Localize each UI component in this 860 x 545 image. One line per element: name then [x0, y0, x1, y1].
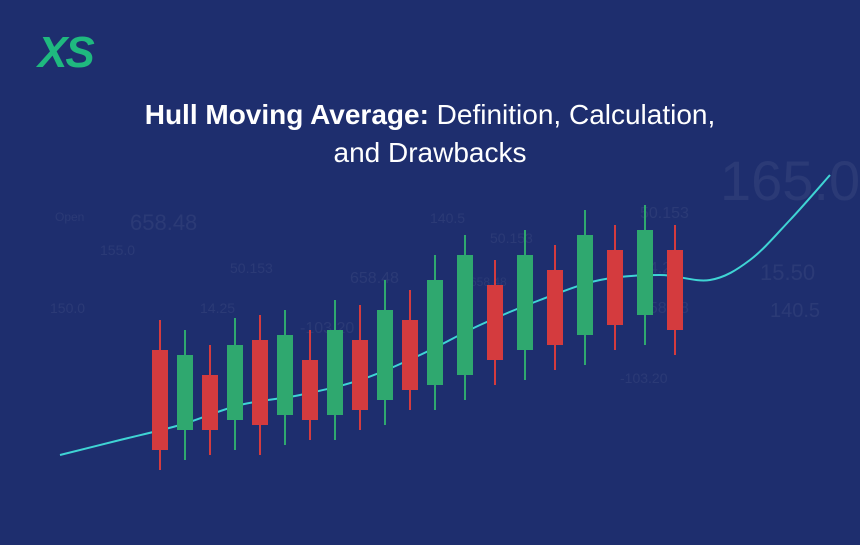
candle-down [252, 315, 268, 455]
candle-body [227, 345, 243, 420]
candle-body [487, 285, 503, 360]
candle-body [637, 230, 653, 315]
candle-up [377, 280, 393, 425]
candle-body [302, 360, 318, 420]
candle-body [352, 340, 368, 410]
infographic-canvas: XS Hull Moving Average: Definition, Calc… [0, 0, 860, 545]
candle-down [302, 330, 318, 440]
candle-body [327, 330, 343, 415]
candle-up [577, 210, 593, 365]
candle-up [457, 235, 473, 400]
candle-down [402, 290, 418, 410]
candle-body [607, 250, 623, 325]
candle-up [277, 310, 293, 445]
candle-down [547, 245, 563, 370]
candle-up [427, 255, 443, 410]
candle-body [427, 280, 443, 385]
candle-down [667, 225, 683, 355]
candle-down [152, 320, 168, 470]
candle-body [202, 375, 218, 430]
candle-body [402, 320, 418, 390]
candle-body [517, 255, 533, 350]
candle-up [327, 300, 343, 440]
candle-body [252, 340, 268, 425]
candle-body [177, 355, 193, 430]
candle-down [607, 225, 623, 350]
candle-body [667, 250, 683, 330]
candle-up [637, 205, 653, 345]
candle-up [227, 318, 243, 450]
candle-body [457, 255, 473, 375]
candle-body [377, 310, 393, 400]
candle-up [177, 330, 193, 460]
candle-body [577, 235, 593, 335]
candle-body [152, 350, 168, 450]
hma-line [60, 175, 830, 455]
candle-up [517, 230, 533, 380]
candle-down [202, 345, 218, 455]
candle-down [487, 260, 503, 385]
candle-body [277, 335, 293, 415]
candle-down [352, 305, 368, 430]
candle-body [547, 270, 563, 345]
